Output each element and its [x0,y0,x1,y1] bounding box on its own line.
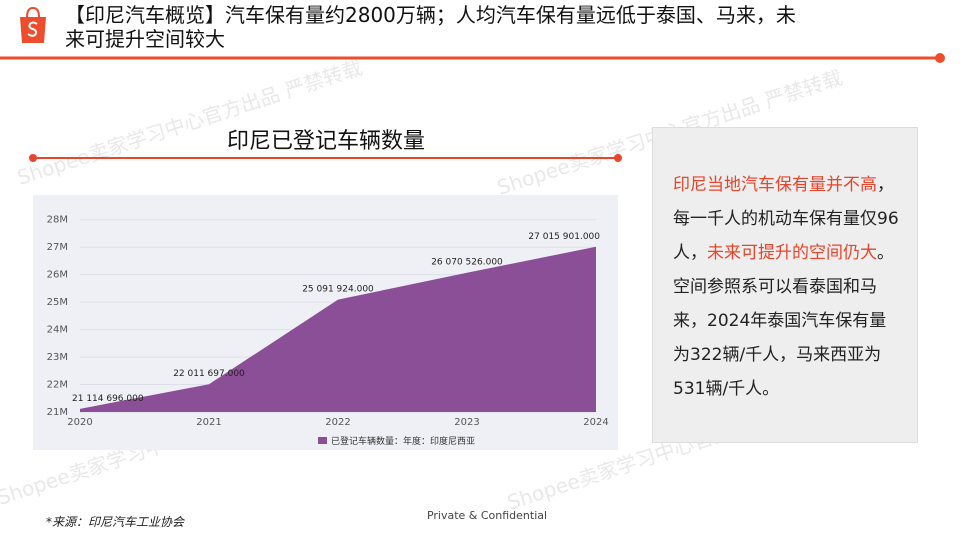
value-label: 21 114 696.000 [72,394,144,404]
area [80,246,596,412]
header-title: 【印尼汽车概览】汽车保有量约2800万辆；人均汽车保有量远低于泰国、马来，未 [65,3,796,27]
y-tick-label: 27M [47,242,68,253]
rule-dot [614,154,622,162]
x-tick-label: 2022 [325,417,350,428]
y-tick-label: 21M [47,407,68,418]
y-tick-label: 22M [47,380,68,391]
watermark: Shopee卖家学习中心官方出品 严禁转载 [14,55,365,189]
source: *来源：印尼汽车工业协会 [46,515,186,529]
y-tick-label: 28M [47,215,68,226]
value-label: 25 091 924.000 [302,285,374,295]
text-segment: 空间参照系可以看泰国和马来，2024年泰国汽车保有量为322辆/千人，马来西亚为… [673,277,887,399]
y-tick-label: 24M [47,325,68,336]
y-tick-label: 25M [47,297,68,308]
header-dot [935,53,945,63]
text-segment: 未来可提升的空间仍大 [707,243,877,263]
logo [20,6,46,43]
confidential: Private & Confidential [427,509,547,522]
legend-swatch [318,437,327,444]
header-title: 来可提升空间较大 [65,27,225,51]
text-panel: 印尼当地汽车保有量并不高，每一千人的机动车保有量仅96人，未来可提升的空间仍大。… [652,127,918,443]
x-tick-label: 2023 [454,417,479,428]
x-tick-label: 2020 [67,417,92,428]
paragraph: 印尼当地汽车保有量并不高，每一千人的机动车保有量仅96人，未来可提升的空间仍大。 [673,168,903,270]
x-tick-label: 2021 [196,417,221,428]
rule-dot [29,154,37,162]
text-segment: 。 [877,243,894,263]
value-label: 27 015 901.000 [528,232,600,242]
value-label: 26 070 526.000 [431,258,503,268]
plot: 21M 22M 23M 24M 25M 26M 27M 28M 2020 2021 2022 2023… [47,215,609,447]
y-tick-label: 26M [47,270,68,281]
x-tick-label: 2024 [583,417,608,428]
text-segment: 印尼当地汽车保有量并不高 [673,175,877,195]
chart-title: 印尼已登记车辆数量 [227,129,425,154]
y-tick-label: 23M [47,352,68,363]
text-segment: ，每一千人的机动车保有量仅96人， [673,175,899,263]
value-label: 22 011 697.000 [173,369,245,379]
paragraph: 空间参照系可以看泰国和马来，2024年泰国汽车保有量为322辆/千人，马来西亚为… [673,270,903,406]
legend-label: 已登记车辆数量：年度：印度尼西亚 [331,435,475,447]
